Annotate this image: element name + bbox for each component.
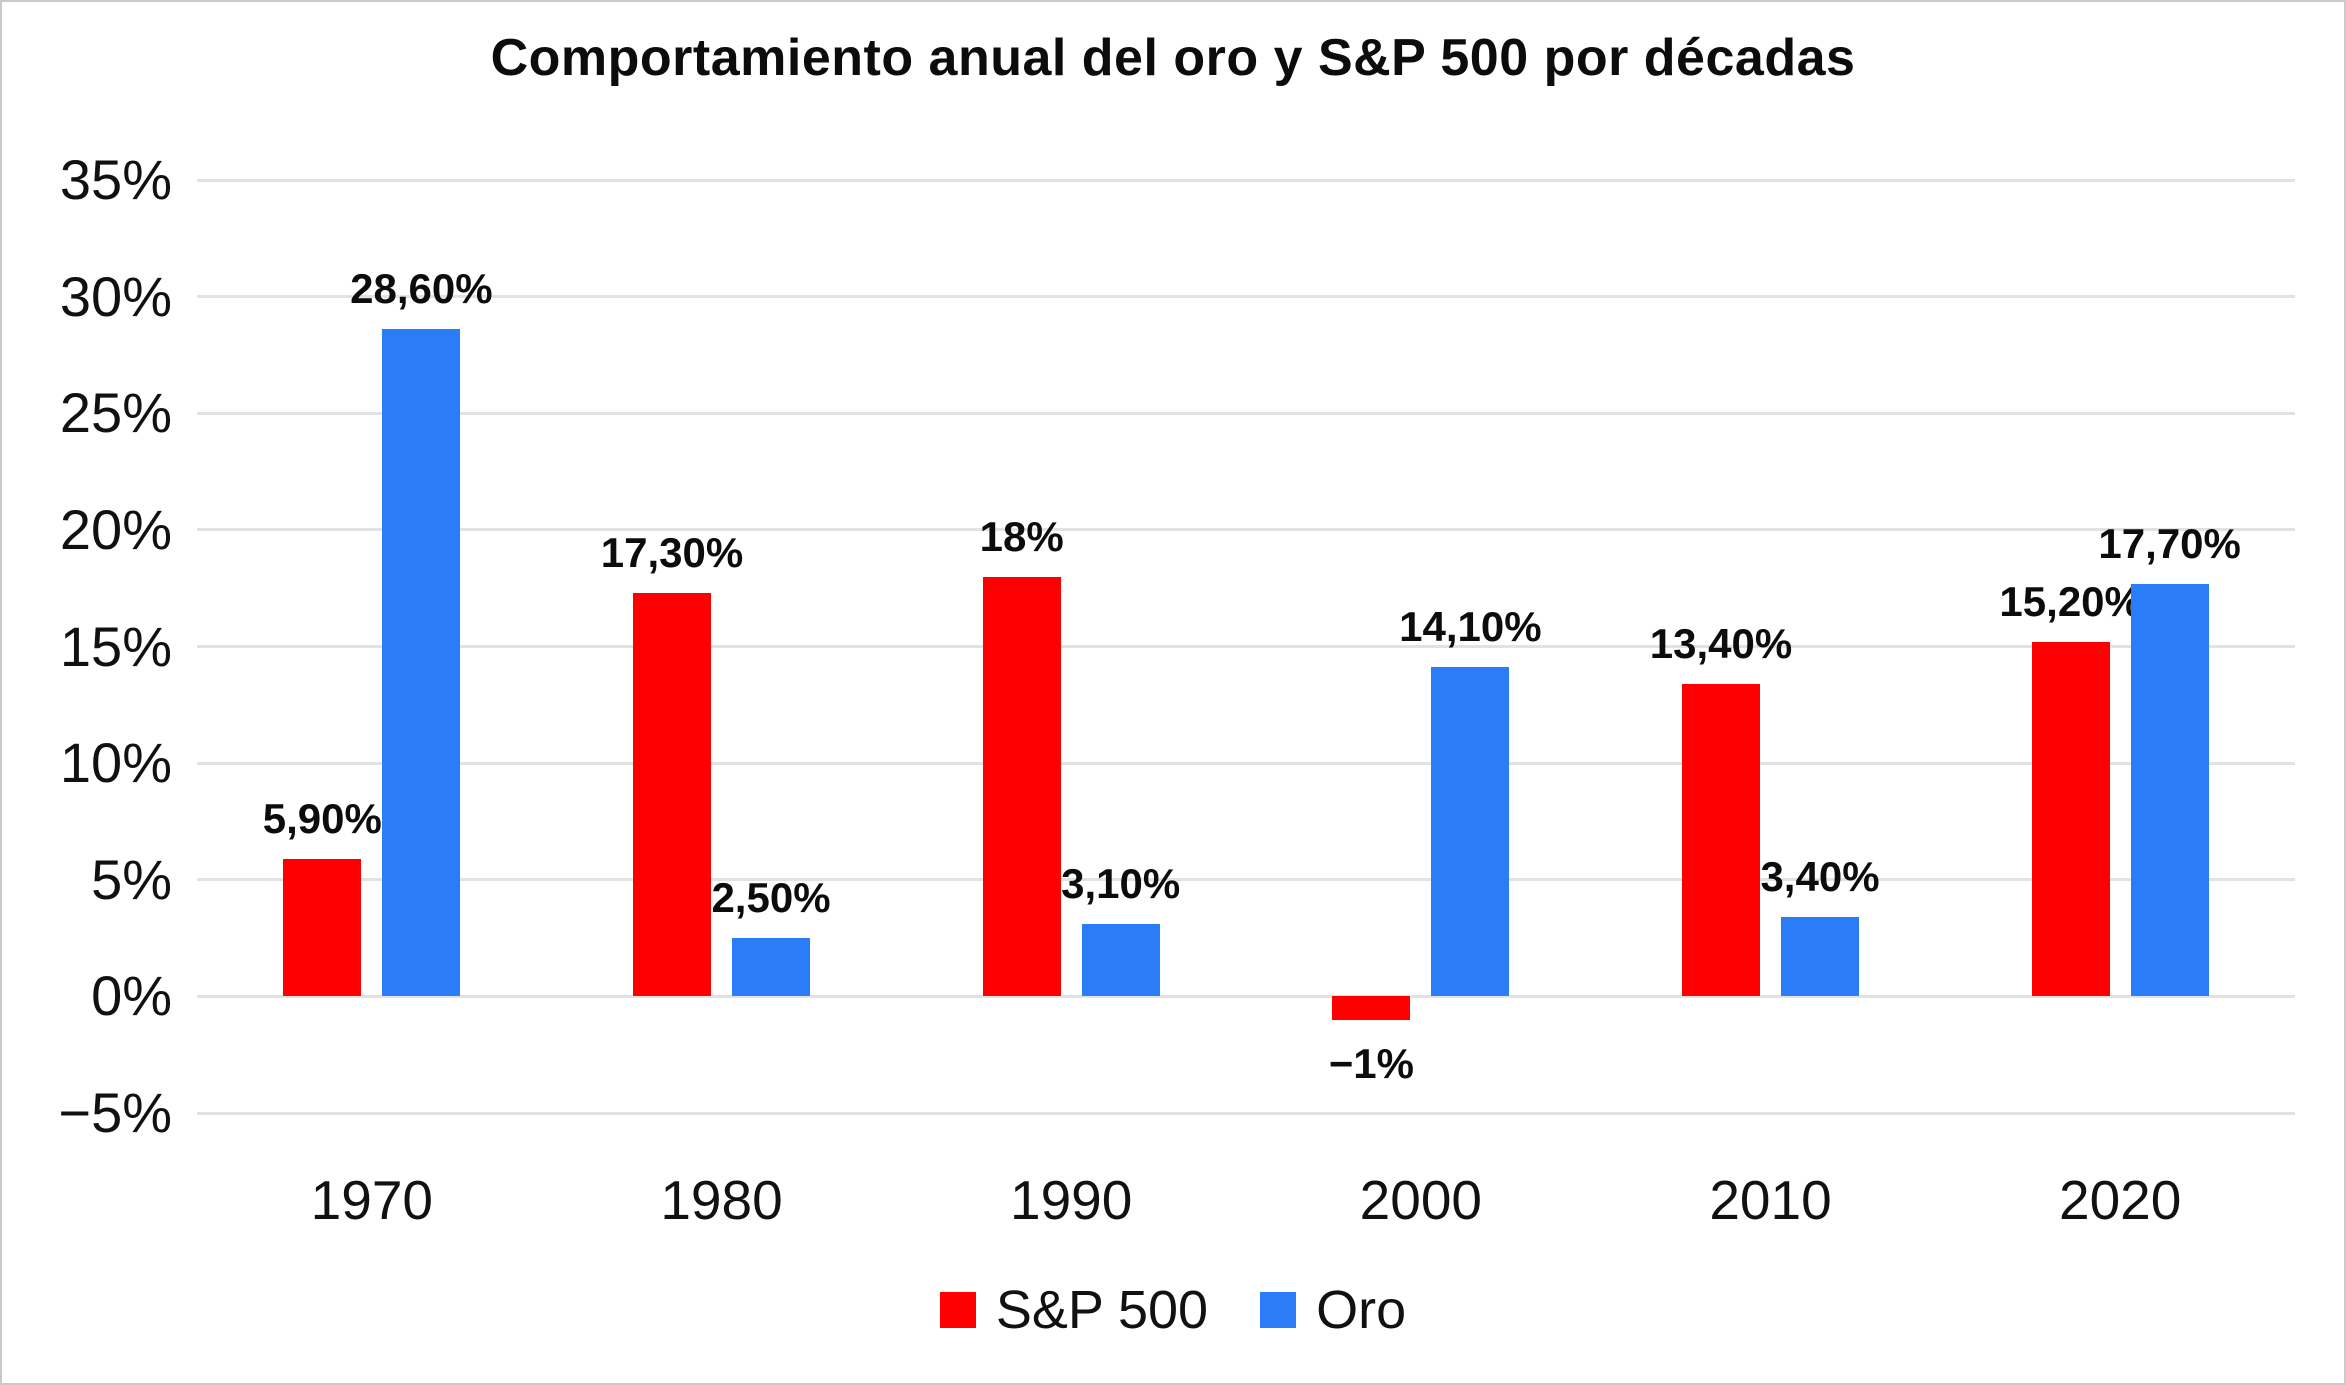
bar-value-label: 3,40% bbox=[1760, 853, 1880, 901]
bar-sp500-1980 bbox=[633, 592, 711, 997]
bar-value-label: 13,40% bbox=[1649, 619, 1793, 667]
gridline-15% bbox=[197, 645, 2295, 648]
gridline-25% bbox=[197, 411, 2295, 415]
bar-value-label: 17,70% bbox=[2098, 519, 2241, 567]
bar-sp500-2010 bbox=[1682, 683, 1760, 997]
chart-title: Comportamiento anual del oro y S&P 500 p… bbox=[490, 29, 1856, 87]
gridline-35% bbox=[197, 178, 2295, 182]
bar-value-label: 28,60% bbox=[350, 265, 493, 313]
x-axis-tick-label-1980: 1980 bbox=[660, 1169, 783, 1231]
legend-label: Oro bbox=[1316, 1280, 1407, 1340]
x-axis-tick-label-2010: 2010 bbox=[1709, 1169, 1832, 1231]
x-axis-tick-label-2000: 2000 bbox=[1359, 1169, 1483, 1231]
y-axis-tick-label: 10% bbox=[59, 731, 172, 795]
bar-value-label: 18% bbox=[979, 512, 1064, 560]
bar-value-label: 15,20% bbox=[1999, 577, 2142, 625]
y-axis-tick-label: 15% bbox=[59, 614, 172, 678]
bar-oro-2010 bbox=[1781, 917, 1859, 997]
bar-value-label: 14,10% bbox=[1399, 603, 1542, 651]
y-axis-tick-label: 20% bbox=[59, 497, 172, 561]
y-axis-tick-label: 35% bbox=[59, 148, 172, 211]
bar-oro-1980 bbox=[732, 938, 810, 997]
bar-value-label: 17,30% bbox=[600, 528, 744, 576]
bar-value-label: 2,50% bbox=[711, 874, 831, 922]
legend-label: S&P 500 bbox=[995, 1280, 1209, 1340]
x-axis-tick-label-1970: 1970 bbox=[310, 1169, 434, 1231]
y-axis-tick-label: 30% bbox=[59, 264, 172, 328]
y-axis-tick-label: 0% bbox=[91, 964, 172, 1028]
y-axis-tick-label: 25% bbox=[59, 381, 172, 445]
legend-item-oro: Oro bbox=[1260, 1279, 1406, 1341]
bar-sp500-2020 bbox=[2031, 641, 2110, 997]
x-axis-tick-label-1990: 1990 bbox=[1009, 1169, 1133, 1231]
bar-value-label: 3,10% bbox=[1061, 860, 1181, 908]
bar-sp500-1990 bbox=[982, 576, 1061, 997]
y-axis-tick-label: −5% bbox=[58, 1081, 172, 1144]
gridline-−5% bbox=[197, 1111, 2295, 1115]
gridline-20% bbox=[197, 528, 2295, 532]
y-axis-tick-label: 5% bbox=[91, 847, 172, 911]
gridline-30% bbox=[197, 295, 2295, 299]
bar-oro-2000 bbox=[1431, 667, 1510, 997]
legend-swatch-sp500 bbox=[939, 1292, 976, 1328]
bar-sp500-1970 bbox=[283, 858, 362, 997]
bar-oro-2020 bbox=[2130, 583, 2209, 997]
bar-oro-1970 bbox=[382, 329, 461, 997]
bar-sp500-2000 bbox=[1332, 996, 1411, 1020]
legend: S&P 500 Oro bbox=[2, 1270, 2344, 1350]
legend-swatch-oro bbox=[1260, 1292, 1297, 1328]
gridline-10% bbox=[197, 761, 2295, 765]
gridline-0% bbox=[197, 994, 2295, 998]
legend-item-sp500: S&P 500 bbox=[939, 1279, 1209, 1341]
x-axis-tick-label-2020: 2020 bbox=[2058, 1169, 2182, 1231]
gridline-5% bbox=[197, 878, 2295, 882]
bar-value-label: 5,90% bbox=[262, 794, 382, 842]
bar-value-label: −1% bbox=[1328, 1039, 1414, 1087]
bar-oro-1990 bbox=[1081, 924, 1160, 997]
